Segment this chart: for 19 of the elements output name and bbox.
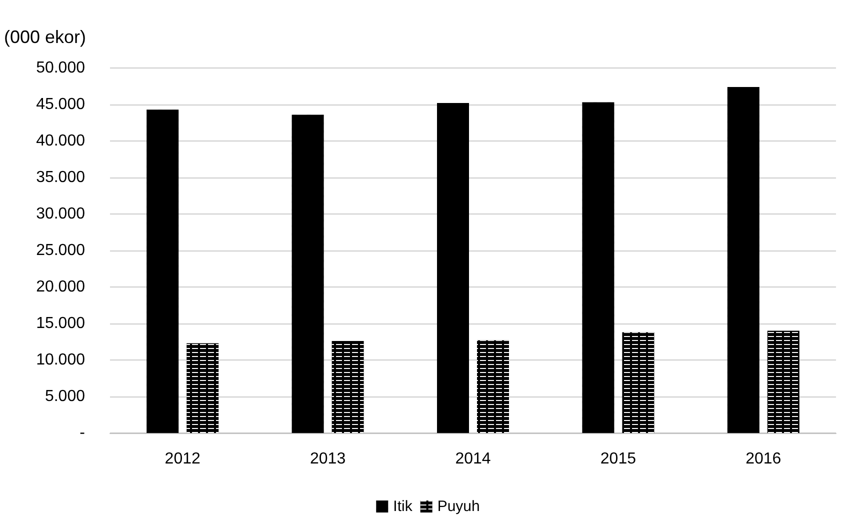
y-tick-label: - — [80, 424, 85, 442]
y-tick-label: 30.000 — [36, 206, 86, 222]
y-tick-label: 20.000 — [36, 278, 86, 296]
y-tick-label: 35.000 — [36, 169, 86, 186]
x-tick-label: 2012 — [164, 450, 200, 468]
y-tick-label: 25.000 — [36, 242, 86, 259]
y-tick-label: 40.000 — [36, 132, 86, 150]
x-tick-label: 2013 — [310, 450, 346, 468]
x-tick-label: 2014 — [455, 450, 491, 468]
y-tick-label: 10.000 — [36, 352, 86, 368]
y-tick-label: 45.000 — [36, 96, 86, 113]
legend-label: Itik — [393, 498, 413, 515]
x-tick-label: 2016 — [746, 450, 782, 468]
y-tick-label: 15.000 — [36, 315, 86, 332]
x-tick-label: 2015 — [600, 450, 636, 468]
y-axis-title: (000 ekor) — [4, 27, 86, 47]
y-tick-label: 50.000 — [36, 60, 86, 76]
y-tick-label: 5.000 — [44, 388, 86, 405]
legend-label: Puyuh — [437, 498, 480, 515]
